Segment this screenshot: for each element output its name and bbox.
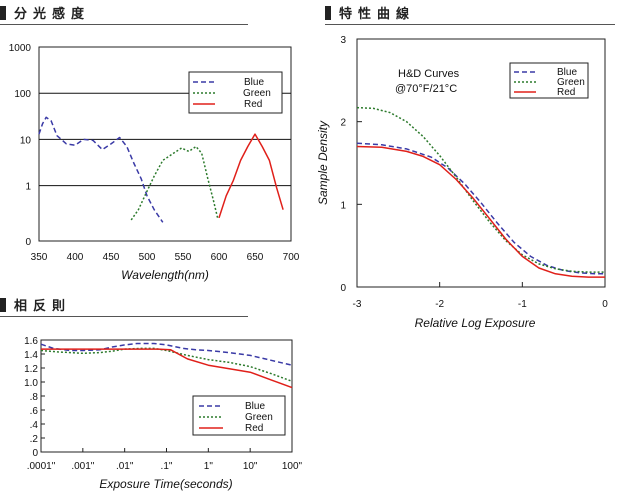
legend-label-green: Green: [245, 412, 273, 423]
hd-title-text: 特性曲線: [339, 6, 416, 21]
x-tick-label: 10": [243, 461, 258, 472]
y-tick-label: 0: [32, 448, 38, 459]
y-tick-label: 100: [14, 89, 31, 100]
y-tick-label: 1.6: [24, 336, 38, 347]
series-line-red: [41, 348, 293, 389]
x-tick-label: .0001": [27, 461, 56, 472]
spectral-section-title: 分光感度: [0, 5, 248, 25]
y-tick-label: 0: [25, 237, 31, 248]
x-tick-label: -3: [353, 299, 362, 310]
x-tick-label: 450: [103, 252, 120, 263]
hd-section-title: 特性曲線: [325, 5, 615, 25]
y-tick-label: 1000: [9, 43, 32, 54]
section-rule: [0, 316, 248, 317]
x-tick-label: .01": [116, 461, 134, 472]
y-tick-label: .8: [30, 392, 39, 403]
section-rule: [325, 24, 615, 25]
legend-box: [188, 71, 283, 114]
y-axis-title: Sample Density: [316, 120, 330, 205]
x-tick-label: 400: [67, 252, 84, 263]
x-tick-label: 100": [282, 461, 303, 472]
y-tick-label: 1: [340, 200, 346, 211]
series-line-green: [356, 106, 605, 273]
y-tick-label: 1.2: [24, 364, 38, 375]
y-tick-label: .4: [30, 420, 39, 431]
legend-label-red: Red: [557, 87, 575, 98]
x-tick-label: .001": [71, 461, 94, 472]
x-tick-label: 650: [247, 252, 264, 263]
y-tick-label: .6: [30, 406, 39, 417]
section-marker: [325, 6, 331, 20]
legend-label-blue: Blue: [245, 401, 265, 412]
legend-label-blue: Blue: [244, 77, 264, 88]
y-tick-label: .2: [30, 434, 39, 445]
y-tick-label: 10: [20, 135, 32, 146]
legend-label-green: Green: [243, 88, 271, 99]
x-tick-label: 700: [283, 252, 300, 263]
y-tick-label: 1.0: [24, 378, 38, 389]
x-tick-label: .1": [161, 461, 173, 472]
annotation-title: H&D Curves: [398, 68, 460, 80]
x-tick-label: 1": [204, 461, 214, 472]
x-tick-label: -1: [518, 299, 527, 310]
plot-frame: [356, 38, 606, 288]
series-line-red: [356, 145, 605, 278]
series-line-red: [218, 133, 284, 219]
series-line-blue: [40, 342, 293, 366]
series-line-green: [40, 347, 293, 383]
reciprocity-section-title: 相反則: [0, 297, 248, 317]
series-line-green: [130, 145, 219, 221]
plot-frame: [38, 46, 292, 242]
legend-label-red: Red: [245, 423, 263, 434]
x-tick-label: 350: [31, 252, 48, 263]
annotation-condition: @70°F/21°C: [395, 83, 457, 95]
x-axis-title: Exposure Time(seconds): [99, 477, 232, 491]
x-tick-label: 500: [139, 252, 156, 263]
legend: Blue Green Red: [509, 62, 589, 99]
y-tick-label: 2: [340, 118, 346, 129]
x-tick-label: 550: [175, 252, 192, 263]
y-tick-label: 3: [340, 35, 346, 46]
legend: Blue Green Red: [192, 395, 286, 436]
x-tick-label: 0: [602, 299, 608, 310]
x-tick-label: -2: [435, 299, 444, 310]
y-tick-label: 0: [340, 283, 346, 294]
x-tick-label: 600: [211, 252, 228, 263]
legend-label-red: Red: [244, 99, 262, 110]
reciprocity-title-text: 相反則: [14, 298, 72, 313]
section-marker: [0, 6, 6, 20]
y-tick-label: 1.4: [24, 350, 38, 361]
legend: Blue Green Red: [188, 71, 283, 114]
section-rule: [0, 24, 248, 25]
legend-label-blue: Blue: [557, 67, 577, 78]
y-tick-label: 1: [25, 182, 31, 193]
legend-label-green: Green: [557, 77, 585, 88]
spectral-title-text: 分光感度: [14, 6, 91, 21]
x-axis-title: Relative Log Exposure: [415, 316, 536, 330]
section-marker: [0, 298, 6, 312]
x-axis-title: Wavelength(nm): [121, 268, 209, 282]
